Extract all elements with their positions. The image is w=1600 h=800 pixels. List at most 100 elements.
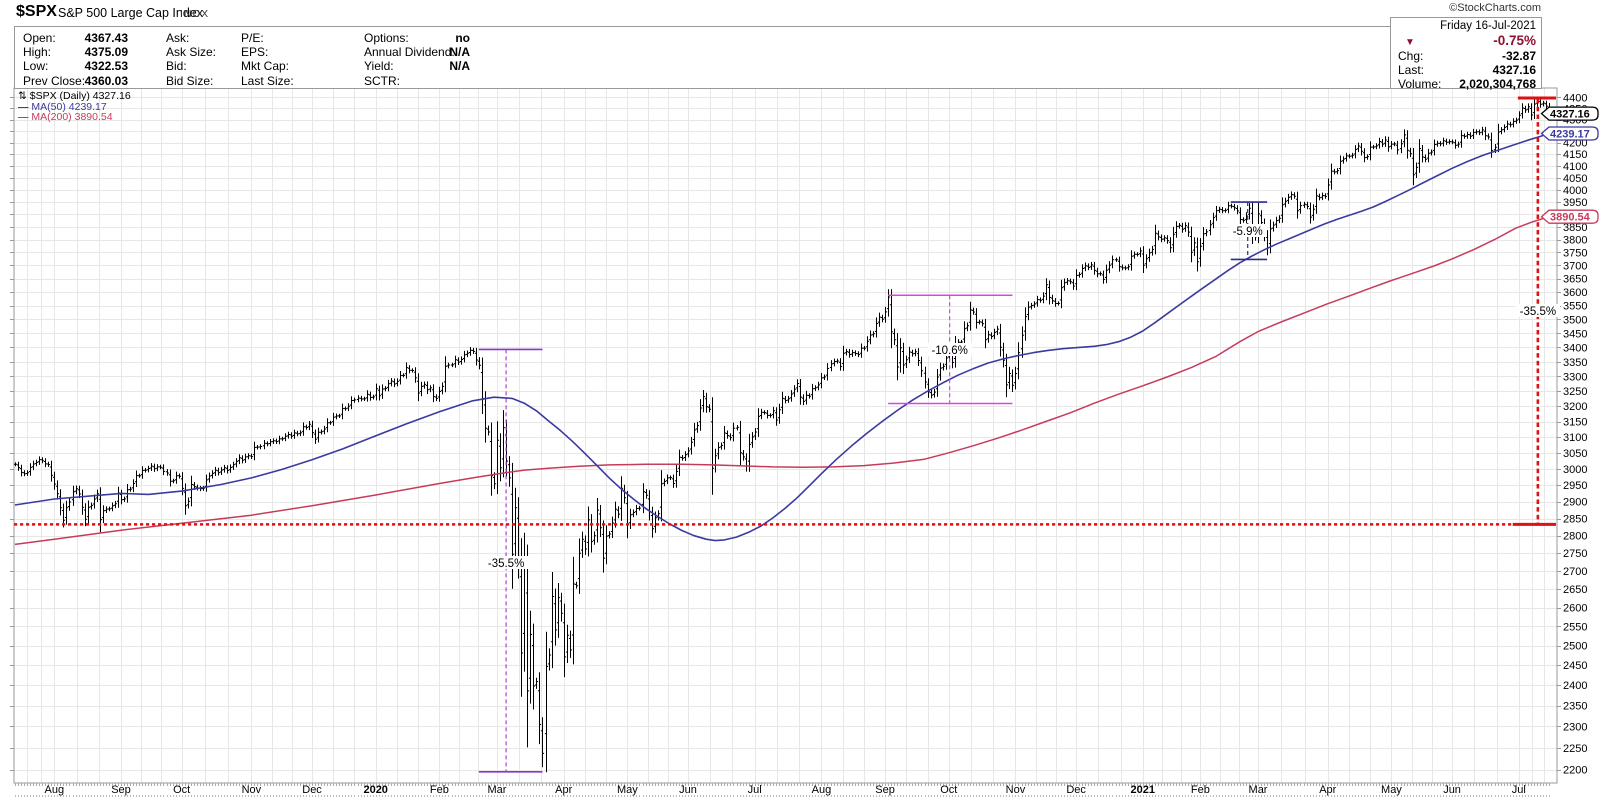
grid-lines <box>14 88 1557 783</box>
svg-text:Oct: Oct <box>940 784 957 796</box>
quote-row: High: 4375.09 <box>23 45 128 59</box>
x-axis-labels: Aug Sep Oct Nov Dec 2020 Feb Mar Apr May Jun Jul Aug… <box>45 784 1526 796</box>
svg-text:-35.5%: -35.5% <box>1520 306 1556 318</box>
svg-text:Jun: Jun <box>679 784 697 796</box>
yield-label: Yield: <box>364 59 394 74</box>
svg-text:Oct: Oct <box>173 784 190 796</box>
svg-text:Aug: Aug <box>45 784 65 796</box>
svg-text:3150: 3150 <box>1563 417 1587 429</box>
quote-row: Ask: <box>166 31 256 45</box>
svg-text:2021: 2021 <box>1131 784 1155 796</box>
price-tag: 4239.17 <box>1540 126 1599 141</box>
price-tag: 3890.54 <box>1540 209 1599 224</box>
ma200-line <box>14 215 1550 546</box>
daily-status-box: Friday 16-Jul-2021 ▼ -0.75% Chg: -32.87 … <box>1390 17 1542 91</box>
svg-text:3700: 3700 <box>1563 260 1587 272</box>
svg-text:3050: 3050 <box>1563 448 1587 460</box>
svg-text:2250: 2250 <box>1563 743 1587 755</box>
svg-text:3200: 3200 <box>1563 401 1587 413</box>
svg-text:2350: 2350 <box>1563 701 1587 713</box>
svg-text:2850: 2850 <box>1563 514 1587 526</box>
bid-label: Bid: <box>166 59 187 74</box>
prev-close-label: Prev Close: <box>23 73 86 88</box>
quote-row: Low: 4322.53 <box>23 59 128 73</box>
plot-frame <box>13 87 1558 784</box>
session-date: Friday 16-Jul-2021 <box>1440 20 1536 32</box>
svg-text:3250: 3250 <box>1563 386 1587 398</box>
svg-text:2200: 2200 <box>1563 765 1587 777</box>
price-tag: 4327.16 <box>1540 106 1599 121</box>
svg-text:Mar: Mar <box>488 784 507 796</box>
open-value: 4367.43 <box>84 31 128 45</box>
svg-text:2400: 2400 <box>1563 680 1587 692</box>
quote-row: SCTR: <box>364 74 470 88</box>
svg-text:3600: 3600 <box>1563 287 1587 299</box>
quote-row: Annual Dividend: N/A <box>364 45 470 59</box>
symbol-name: S&P 500 Large Cap Index <box>58 6 204 20</box>
svg-text:Mar: Mar <box>1249 784 1268 796</box>
svg-text:4239.17: 4239.17 <box>1550 129 1590 141</box>
y-axis-labels: 2200 2250 2300 2350 2400 2450 2500 2550 2600 2650… <box>1563 92 1587 776</box>
ask-size-label: Ask Size: <box>166 45 217 60</box>
ask-label: Ask: <box>166 31 190 45</box>
svg-text:-35.5%: -35.5% <box>488 558 524 570</box>
svg-text:2900: 2900 <box>1563 497 1587 509</box>
quote-row: EPS: <box>241 45 351 59</box>
svg-text:2700: 2700 <box>1563 566 1587 578</box>
last-label: Last: <box>1398 63 1425 77</box>
sep2020-correction-measure <box>888 294 1013 405</box>
svg-text:3950: 3950 <box>1563 197 1587 209</box>
svg-text:Nov: Nov <box>1006 784 1026 796</box>
svg-text:Apr: Apr <box>555 784 572 796</box>
sctr-label: SCTR: <box>364 73 400 88</box>
down-triangle-icon: ▼ <box>1405 37 1415 48</box>
svg-text:4000: 4000 <box>1563 185 1587 197</box>
high-label: High: <box>23 45 52 60</box>
chg-value: -32.87 <box>1501 49 1536 63</box>
svg-text:2600: 2600 <box>1563 603 1587 615</box>
svg-text:2300: 2300 <box>1563 721 1587 733</box>
svg-text:2550: 2550 <box>1563 621 1587 633</box>
svg-text:3890.54: 3890.54 <box>1550 212 1591 224</box>
svg-text:4327.16: 4327.16 <box>1550 109 1590 121</box>
svg-text:3550: 3550 <box>1563 301 1587 313</box>
svg-text:Dec: Dec <box>302 784 322 796</box>
svg-text:3750: 3750 <box>1563 247 1587 259</box>
svg-text:4100: 4100 <box>1563 161 1587 173</box>
percent-change: -0.75% <box>1493 33 1536 48</box>
options-label: Options: <box>364 31 409 45</box>
volume-label: Volume: <box>1398 77 1442 91</box>
svg-text:Feb: Feb <box>1191 784 1210 796</box>
prev-close-value: 4360.03 <box>84 73 128 88</box>
svg-text:Sep: Sep <box>111 784 131 796</box>
quote-col-fundamentals: P/E: EPS: Mkt Cap: Last Size: <box>241 31 351 88</box>
last-value: 4327.16 <box>1492 63 1536 77</box>
low-label: Low: <box>23 59 49 74</box>
svg-text:May: May <box>1381 784 1402 796</box>
svg-text:Aug: Aug <box>812 784 832 796</box>
quote-row: Prev Close: 4360.03 <box>23 74 128 88</box>
svg-text:2950: 2950 <box>1563 480 1587 492</box>
quote-col-ohlc: Open: 4367.43 High: 4375.09 Low: 4322.53 Pr… <box>23 31 128 88</box>
quote-col-options: Options: no Annual Dividend: N/A Yield: N/A… <box>364 31 470 88</box>
symbol-title: $SPX <box>16 3 57 20</box>
open-label: Open: <box>23 31 56 45</box>
svg-text:3400: 3400 <box>1563 342 1587 354</box>
svg-text:2750: 2750 <box>1563 548 1587 560</box>
quote-row: Last Size: <box>241 74 351 88</box>
svg-text:Jul: Jul <box>1512 784 1526 796</box>
dividend-value: N/A <box>449 45 470 60</box>
quote-row: Ask Size: <box>166 45 256 59</box>
svg-text:Jun: Jun <box>1443 784 1461 796</box>
quote-row: Open: 4367.43 <box>23 31 128 45</box>
svg-text:3350: 3350 <box>1563 357 1587 369</box>
svg-text:-10.6%: -10.6% <box>931 345 967 357</box>
svg-text:3800: 3800 <box>1563 235 1587 247</box>
ma50-line <box>14 132 1550 542</box>
svg-text:Sep: Sep <box>875 784 895 796</box>
eps-label: EPS: <box>241 45 269 60</box>
yield-value: N/A <box>449 59 470 74</box>
svg-text:2020: 2020 <box>363 784 387 796</box>
